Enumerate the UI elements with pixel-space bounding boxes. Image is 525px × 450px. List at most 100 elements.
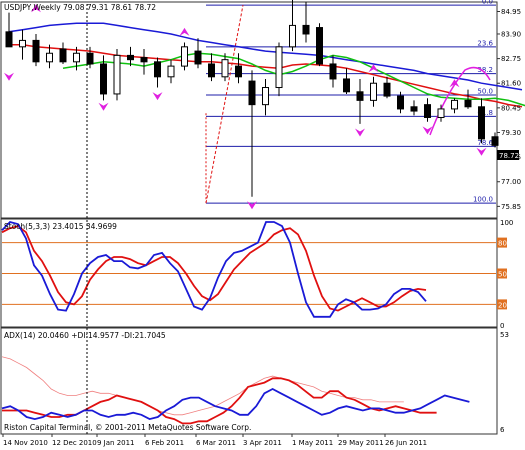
fib-level-label: 38.2 — [477, 66, 493, 74]
candle-body — [32, 39, 40, 63]
candle-body — [167, 65, 175, 78]
candle-body — [262, 87, 269, 106]
candle-body — [100, 63, 107, 95]
fib-level-label: 23.6 — [477, 39, 493, 47]
adx-line — [1, 356, 404, 416]
candle-body — [343, 78, 350, 93]
ma-blue-line — [8, 22, 523, 91]
current-price-tag — [497, 150, 519, 160]
candle-body — [491, 136, 499, 146]
stoch-level-tag — [497, 299, 507, 310]
candle-body — [113, 54, 121, 95]
candle-body — [221, 59, 229, 78]
candle-body — [5, 31, 13, 48]
stoch-signal-line — [1, 225, 427, 312]
time-tick-label: 12 Dec 2010 — [52, 439, 97, 447]
fractal-down-arrow — [152, 92, 163, 101]
adx-lines: 53 6 — [1, 331, 509, 434]
candle-body — [181, 46, 188, 67]
candle-body — [424, 104, 431, 118]
stoch-main-line — [1, 220, 427, 318]
fibonacci-levels: 0.0 23.6 38.2 50.0 61.8 78.6 100.0 — [205, 0, 496, 204]
ma-red-line — [9, 43, 523, 108]
candle-body — [194, 50, 202, 65]
price-tick-label: 77.00 — [501, 178, 521, 186]
footer-copyright: Riston Capital Terminal, © 2001-2011 Met… — [4, 423, 251, 432]
fractal-down-arrow — [422, 126, 433, 135]
fractal-down-arrow — [355, 128, 365, 137]
stoch-level-tag — [497, 268, 507, 279]
stoch-header: Stoch(5,3,3) 23.4015 34.9699 — [4, 222, 117, 231]
time-tick-label: 6 Feb 2011 — [145, 439, 184, 447]
candle-body — [289, 24, 296, 48]
candle-body — [437, 108, 445, 118]
candle-body — [154, 61, 161, 78]
candle-body — [302, 24, 310, 35]
candle-body — [19, 39, 26, 48]
candle-body — [478, 106, 485, 140]
candle-body — [127, 54, 134, 61]
time-axis: 14 Nov 2010 12 Dec 2010 9 Jan 2011 6 Feb 20… — [2, 434, 427, 447]
symbol-header: USDJPY,Weekly 79.08 79.31 78.61 78.72 — [4, 3, 156, 12]
fractal-down-arrow — [4, 72, 14, 81]
candle-body — [86, 52, 94, 65]
candle-body — [370, 82, 377, 101]
adx-pane — [0, 327, 498, 435]
candle-body — [397, 95, 404, 110]
time-tick-label: 29 May 2011 — [338, 439, 384, 447]
price-tick-label: 83.90 — [501, 30, 521, 38]
candle-body — [451, 99, 458, 110]
candle-body — [316, 27, 323, 65]
fib-level-label: 78.6 — [477, 139, 493, 147]
candle-body — [59, 48, 67, 63]
fractal-down-arrow — [247, 201, 257, 210]
stochastic-lines: 80 50 20 100 0 — [1, 219, 513, 330]
price-tick-label: 75.85 — [501, 203, 521, 211]
fractal-up-arrow — [31, 4, 41, 13]
time-tick-label: 26 Jun 2011 — [385, 439, 427, 447]
fractal-up-arrow — [449, 79, 460, 88]
time-tick-label: 1 May 2011 — [292, 439, 333, 447]
adx-header: ADX(14) 20.0460 +DI:14.9577 -DI:21.7045 — [4, 331, 166, 340]
stoch-level-label: 20 — [498, 301, 507, 309]
candle-body — [235, 65, 242, 78]
time-tick-label: 14 Nov 2010 — [3, 439, 48, 447]
stoch-level-label: 80 — [498, 240, 507, 248]
fractals — [4, 4, 487, 210]
time-tick-label: 6 Mar 2011 — [196, 439, 236, 447]
candle-body — [464, 99, 472, 108]
candle-body — [383, 82, 391, 97]
price-pane — [0, 1, 498, 219]
candle-body — [329, 63, 337, 80]
fractal-down-arrow — [476, 147, 487, 156]
fib-level-label: 50.0 — [477, 88, 493, 96]
price-tick-label: 80.45 — [501, 104, 521, 112]
fib-level-label: 61.8 — [477, 109, 493, 117]
candle-body — [248, 80, 256, 106]
candle-body — [140, 57, 148, 63]
fractal-up-arrow — [368, 64, 379, 73]
price-tick-label: 81.60 — [501, 80, 521, 88]
fractal-down-arrow — [98, 102, 109, 111]
adx-tick-label: 53 — [500, 331, 509, 339]
price-tick-label: 84.95 — [501, 8, 521, 16]
price-tick-label: 79.30 — [501, 129, 521, 137]
stoch-level-tag — [497, 237, 507, 248]
fib-level-label: 0.0 — [482, 0, 493, 6]
price-tick-label: 82.75 — [501, 55, 521, 63]
candle-body — [46, 52, 53, 63]
adx-tick-label: 6 — [500, 426, 505, 434]
candle-body — [275, 46, 283, 89]
fib-level-label: 100.0 — [473, 196, 493, 204]
stoch-level-label: 50 — [498, 271, 507, 279]
time-tick-label: 9 Jan 2011 — [97, 439, 135, 447]
candles — [5, 0, 499, 197]
fractal-up-arrow — [179, 27, 190, 36]
stoch-tick-label: 100 — [500, 219, 513, 227]
time-tick-label: 3 Apr 2011 — [243, 439, 282, 447]
price-axis: 84.9583.9082.7581.6080.4579.3078.1577.00… — [497, 8, 521, 211]
candle-body — [73, 52, 80, 63]
stoch-tick-label: 0 — [500, 322, 504, 330]
candle-body — [356, 91, 364, 101]
